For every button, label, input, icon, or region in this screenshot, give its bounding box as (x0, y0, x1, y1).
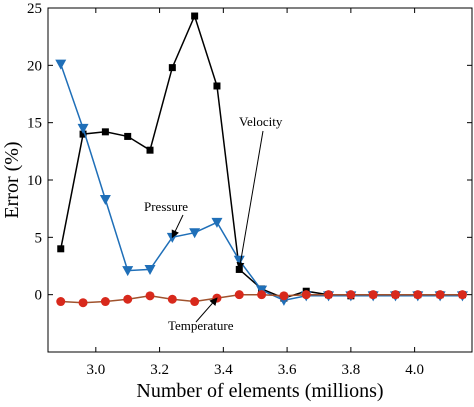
data-point (257, 290, 267, 300)
data-point (213, 82, 221, 90)
series-pressure (55, 59, 468, 306)
data-point (100, 297, 110, 307)
y-tick-label: 20 (27, 58, 42, 74)
data-point (166, 232, 178, 243)
data-point (233, 255, 245, 266)
data-point (145, 291, 155, 301)
data-point (190, 297, 200, 307)
data-point (234, 290, 244, 300)
data-point (144, 264, 156, 275)
data-point (99, 194, 111, 205)
y-axis-title: Error (%) (1, 141, 23, 218)
data-point (191, 12, 199, 20)
series-line (60, 63, 463, 302)
annotation-arrow (171, 214, 184, 239)
annotation-arrow (195, 297, 218, 323)
data-point (211, 217, 223, 228)
data-point (124, 132, 132, 140)
data-point (279, 291, 289, 301)
x-tick-label: 3.8 (341, 362, 360, 378)
ticks-layer: 3.0 3.2 3.4 3.6 3.8 4.0 0 5 10 15 20 25 (27, 1, 472, 378)
x-axis-title: Number of elements (millions) (136, 380, 383, 402)
annotation-label: Temperature (168, 318, 234, 333)
data-point (146, 146, 154, 154)
data-point (123, 294, 133, 304)
data-point (56, 297, 66, 307)
data-point (55, 59, 67, 70)
data-point (77, 123, 89, 134)
annotation-arrow (236, 130, 264, 271)
y-tick-label: 0 (35, 288, 43, 304)
data-point (189, 228, 201, 239)
data-point (101, 128, 109, 136)
data-point (301, 290, 311, 300)
series-layer (55, 12, 468, 308)
series-velocity (57, 12, 466, 302)
data-point (78, 298, 88, 308)
data-point (168, 64, 176, 72)
series-temperature (56, 290, 467, 308)
annotations-layer: Velocity Pressure Temperature (144, 114, 283, 333)
data-point (435, 290, 445, 300)
y-tick-label: 5 (35, 230, 43, 246)
annotation-label: Pressure (144, 199, 188, 214)
data-point (390, 290, 400, 300)
data-point (57, 245, 65, 253)
y-tick-label: 25 (27, 1, 42, 17)
data-point (368, 290, 378, 300)
x-tick-label: 3.0 (86, 362, 105, 378)
x-tick-label: 3.4 (214, 362, 233, 378)
data-point (122, 266, 134, 277)
y-tick-label: 15 (27, 116, 42, 132)
data-point (79, 130, 87, 138)
data-point (346, 290, 356, 300)
y-tick-label: 10 (27, 173, 42, 189)
data-point (457, 290, 467, 300)
x-tick-label: 4.0 (405, 362, 424, 378)
data-point (324, 290, 334, 300)
annotation-label: Velocity (239, 114, 283, 129)
series-line (60, 13, 463, 299)
data-point (167, 294, 177, 304)
x-tick-label: 3.2 (150, 362, 169, 378)
x-tick-label: 3.6 (278, 362, 297, 378)
data-point (413, 290, 423, 300)
